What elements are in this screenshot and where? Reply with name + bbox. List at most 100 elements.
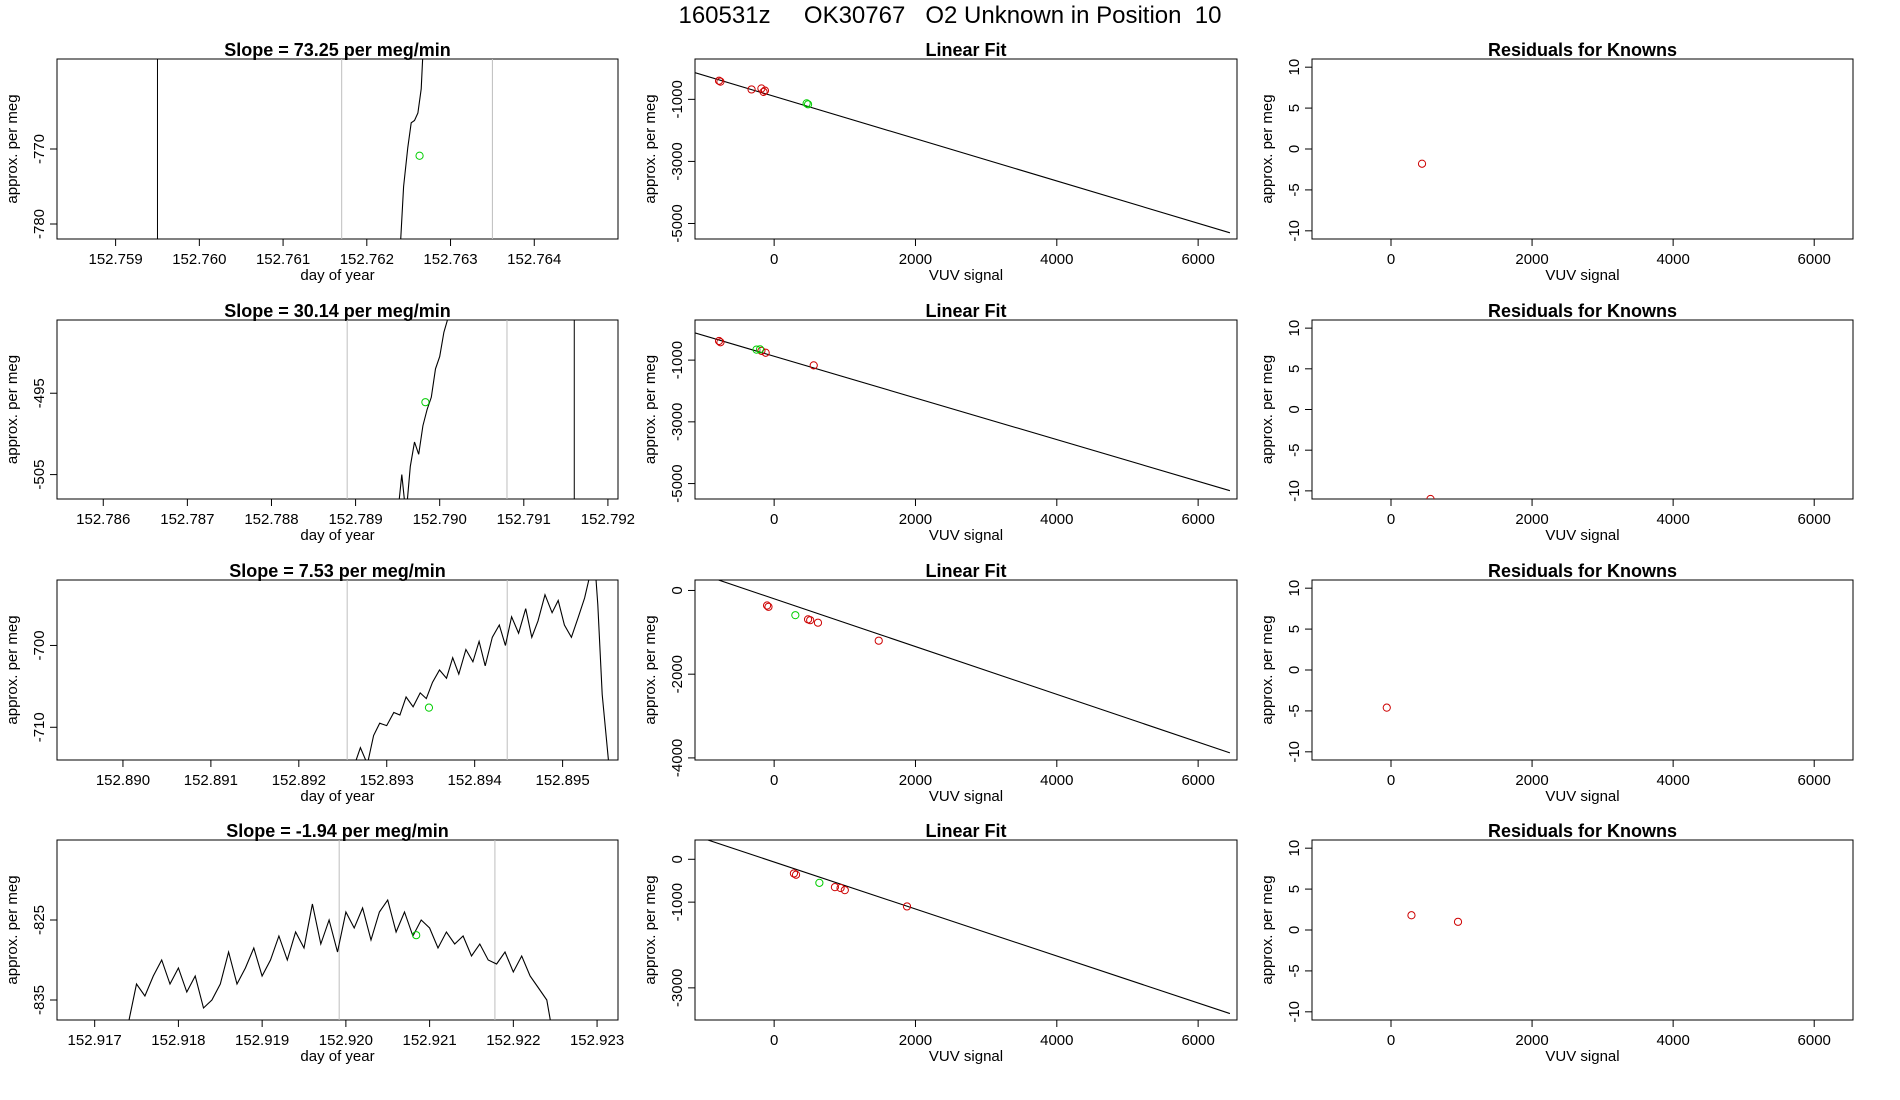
known-point: [1453, 917, 1463, 926]
x-tick-label: 6000: [1181, 1032, 1214, 1049]
y-tick-label: -10: [1286, 480, 1303, 502]
x-tick-label: 4000: [1040, 251, 1073, 268]
panel-r3-fit: Linear Fit 0 2000 4000 6000 VUV signal 0 -2000 -…: [642, 561, 1238, 805]
y-tick-label: -780: [31, 209, 48, 239]
x-axis-label: day of year: [300, 788, 374, 805]
y-axis-label: approx. per meg: [4, 615, 21, 724]
y-axis-label: approx. per meg: [642, 355, 659, 464]
y-tick-label: -710: [31, 712, 48, 742]
y-tick-label: 0: [669, 586, 686, 594]
fit-line: [706, 840, 1231, 1015]
y-tick-label: -3000: [669, 142, 686, 180]
panel-title: Residuals for Knowns: [1488, 301, 1677, 321]
y-tick-label: 10: [1286, 320, 1303, 337]
x-tick-label: 152.790: [413, 511, 467, 528]
y-tick-label: 0: [1286, 405, 1303, 413]
x-axis-label: day of year: [300, 1048, 374, 1065]
panel-title: Residuals for Knowns: [1488, 40, 1677, 60]
x-tick-label: 152.792: [581, 511, 635, 528]
y-tick-label: 5: [1286, 885, 1303, 893]
plot-area: [346, 320, 575, 499]
series-line: [398, 320, 449, 499]
series-line: [400, 59, 424, 239]
unknown-point: [412, 931, 421, 940]
plot-area: [346, 580, 609, 760]
y-tick-label: 0: [1286, 145, 1303, 153]
y-tick-label: -1000: [669, 341, 686, 379]
x-tick-label: 152.918: [151, 1032, 205, 1049]
x-tick-label: 0: [1387, 251, 1395, 268]
fit-line: [716, 580, 1231, 754]
x-axis-label: VUV signal: [929, 1048, 1003, 1065]
y-tick-label: -5000: [669, 464, 686, 502]
y-tick-label: -5: [1286, 183, 1303, 196]
unknown-point: [791, 611, 800, 620]
x-tick-label: 152.759: [88, 251, 142, 268]
known-point: [716, 77, 725, 86]
x-tick-label: 152.762: [340, 251, 394, 268]
panel-r4-timeseries: Slope = -1.94 per meg/min 152.917 152.918 1…: [4, 821, 624, 1065]
x-axis-label: VUV signal: [1545, 788, 1619, 805]
unknown-point: [755, 345, 765, 354]
plot-frame: [1311, 319, 1854, 500]
known-point: [1407, 911, 1416, 920]
x-tick-label: 152.791: [497, 511, 551, 528]
x-axis-label: day of year: [300, 267, 374, 284]
x-tick-label: 152.917: [68, 1032, 122, 1049]
known-point: [836, 883, 845, 893]
page-title: 160531z OK30767 O2 Unknown in Position 1…: [678, 2, 1222, 29]
known-point: [760, 86, 770, 95]
x-tick-label: 0: [770, 511, 778, 528]
plot-area: [695, 332, 1231, 492]
x-tick-label: 6000: [1798, 1032, 1831, 1049]
x-tick-label: 152.919: [235, 1032, 289, 1049]
y-tick-label: -10: [1286, 1001, 1303, 1023]
known-point: [830, 883, 840, 892]
y-tick-label: -700: [31, 630, 48, 660]
y-axis-label: approx. per meg: [1259, 94, 1276, 203]
y-tick-label: -770: [31, 134, 48, 164]
x-tick-label: 152.786: [76, 511, 130, 528]
panel-title: Linear Fit: [925, 40, 1006, 60]
plot-frame: [1311, 839, 1854, 1021]
y-tick-label: -3000: [669, 969, 686, 1007]
panel-r1-residuals: Residuals for Knowns 0 2000 4000 6000 VUV sig…: [1259, 40, 1854, 284]
panel-r2-residuals: Residuals for Knowns 0 2000 4000 6000 VUV sig…: [1259, 301, 1854, 544]
x-axis-label: VUV signal: [1545, 1048, 1619, 1065]
y-tick-label: -495: [31, 378, 48, 408]
unknown-point: [802, 99, 811, 108]
known-point: [714, 76, 724, 85]
unknown-point: [752, 345, 761, 354]
x-tick-label: 0: [1387, 1032, 1395, 1049]
panel-r3-residuals: Residuals for Knowns 0 2000 4000 6000 VUV sig…: [1259, 561, 1854, 805]
y-tick-label: 0: [1286, 666, 1303, 674]
x-tick-label: 4000: [1040, 511, 1073, 528]
y-tick-label: -5: [1286, 704, 1303, 717]
y-tick-label: 0: [669, 855, 686, 863]
known-point: [902, 902, 912, 911]
x-tick-label: 0: [1387, 511, 1395, 528]
y-tick-label: -4000: [669, 739, 686, 777]
panel-r1-fit: Linear Fit 0 2000 4000 6000 VUV signal -1000 -3…: [642, 40, 1238, 284]
plot-area: [156, 59, 493, 239]
x-tick-label: 6000: [1181, 251, 1214, 268]
known-point: [791, 870, 801, 879]
y-tick-label: -5: [1286, 444, 1303, 457]
plot-frame: [694, 839, 1238, 1021]
unknown-point: [424, 703, 434, 712]
y-axis-label: approx. per meg: [1259, 615, 1276, 724]
panel-title: Linear Fit: [925, 301, 1006, 321]
plot-area: [716, 580, 1231, 754]
panel-title: Slope = -1.94 per meg/min: [226, 821, 449, 841]
x-tick-label: 4000: [1040, 1032, 1073, 1049]
known-point: [757, 346, 766, 355]
known-point: [789, 869, 799, 878]
x-tick-label: 4000: [1656, 251, 1689, 268]
known-point: [764, 602, 773, 611]
y-tick-label: -1000: [669, 883, 686, 921]
x-tick-label: 152.923: [570, 1032, 624, 1049]
x-tick-label: 152.893: [360, 772, 414, 789]
x-axis-label: VUV signal: [929, 267, 1003, 284]
x-tick-label: 2000: [899, 772, 932, 789]
